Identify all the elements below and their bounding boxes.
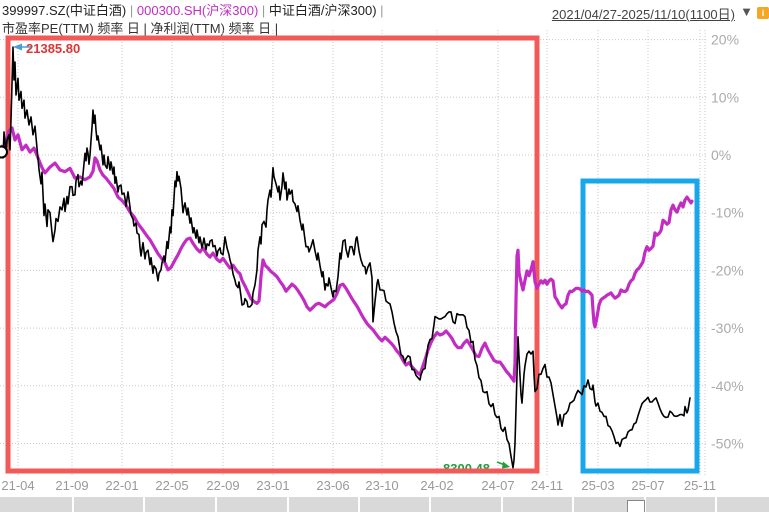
x-axis-tick-label: 24-02 [420,478,453,493]
x-axis-tick-label: 23-06 [316,478,349,493]
scrollbar-separator [501,497,503,512]
scrollbar-separator [72,497,74,512]
x-axis-tick-label: 24-11 [531,478,563,493]
y-axis-tick-label: -50% [711,436,744,452]
scrollbar-separator [215,497,217,512]
chart-subtitle-metrics: 市盈率PE(TTM) 频率 日 | 净利润(TTM) 频率 日 | [2,21,279,36]
scrollbar-separator [143,497,145,512]
x-axis-tick-label: 22-09 [206,478,239,493]
timeline-scrollbar[interactable] [0,497,769,512]
y-axis-tick-label: -40% [711,378,744,394]
y-axis-tick-label: 10% [711,89,739,105]
scrollbar-separator [572,497,574,512]
min-arrow-head [502,461,510,469]
series-line-hs300 [0,126,694,383]
title-separator: | [258,3,269,18]
red-annotation-box [5,35,540,474]
y-axis-tick-label: -20% [711,262,744,278]
x-axis-tick-label: 23-10 [365,478,398,493]
x-axis-tick-label: 24-07 [481,478,514,493]
title-separator: | [126,3,137,18]
x-axis-tick-label: 25-03 [581,478,614,493]
date-range-text[interactable]: 2021/04/27-2025/11/10(1100日) [551,7,735,22]
legend-series-baijiu: 399997.SZ(中证白酒) [2,3,127,18]
x-axis-tick-label: 22-01 [105,478,138,493]
x-axis-tick-label: 21-04 [1,478,34,493]
x-axis-tick-label: 25-07 [631,478,664,493]
x-axis-tick-label: 22-05 [155,478,188,493]
scrollbar-separator [429,497,431,512]
blue-annotation-box [580,178,700,474]
scrollbar-separator [358,497,360,512]
legend-series-ratio: 中证白酒/沪深300) [268,3,377,18]
series-line-baijiu [0,46,691,469]
legend-series-hs300: 000300.SH(沪深300) [136,3,259,18]
y-axis-tick-label: -10% [711,205,744,221]
scrollbar-handle[interactable] [627,500,645,512]
scrollbar-separator [644,497,646,512]
info-icon[interactable]: i [757,7,769,19]
chart-title: 399997.SZ(中证白酒) | 000300.SH(沪深300) | 中证白… [2,2,384,19]
y-axis-tick-label: 0% [711,147,731,163]
series-start-marker [0,145,8,159]
max-arrow-head [13,43,22,51]
date-range-selector[interactable]: 2021/04/27-2025/11/10(1100日) [552,4,735,23]
max-value-label: 21385.80 [26,41,80,56]
chevron-down-icon[interactable]: ▼ [740,4,753,19]
x-axis-tick-label: 21-09 [55,478,88,493]
scrollbar-separator [715,497,717,512]
y-axis-tick-label: -30% [711,320,744,336]
scrollbar-separator [287,497,289,512]
x-axis-tick-label: 23-01 [256,478,289,493]
x-axis-tick-label: 25-11 [684,478,716,493]
title-separator: | [376,3,384,18]
y-axis-tick-label: 20% [711,32,739,48]
